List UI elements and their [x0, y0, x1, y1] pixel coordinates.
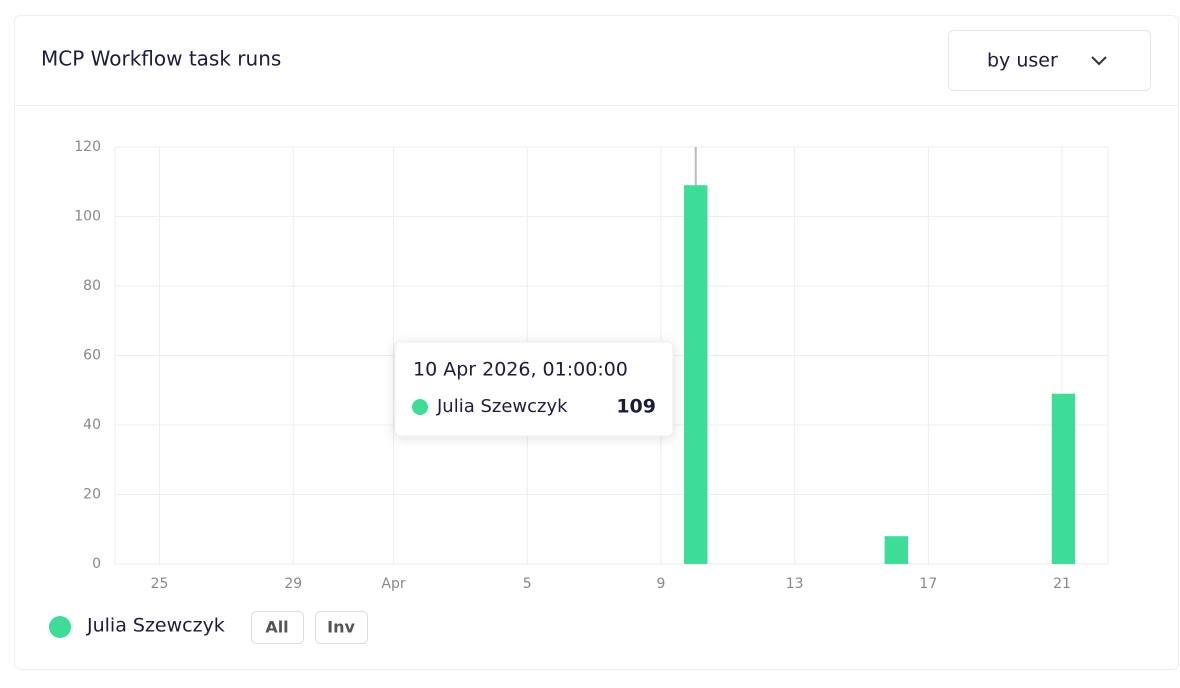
x-tick-label: 13	[786, 576, 804, 592]
x-tick-label: 29	[284, 576, 302, 592]
plot-border	[114, 146, 1109, 565]
y-tick-label: 40	[83, 417, 101, 433]
bar	[1051, 393, 1076, 564]
y-tick-label: 20	[83, 487, 101, 503]
tooltip-series: Julia Szewczyk	[436, 396, 568, 417]
legend-button[interactable]	[315, 611, 368, 644]
dropdown[interactable]: by user	[948, 30, 1151, 91]
tooltip-value: 109	[616, 396, 656, 418]
y-tick-label: 80	[83, 278, 101, 294]
legend-button-label[interactable]: Inv	[327, 618, 355, 637]
y-tick-label: 100	[74, 209, 101, 225]
x-tick-label: Apr	[381, 576, 405, 592]
card-title: MCP Workflow task runs	[41, 47, 281, 71]
dropdown-chevron[interactable]	[1091, 56, 1107, 66]
bar	[684, 185, 708, 564]
x-tick-label: 25	[151, 576, 169, 592]
bar	[884, 536, 909, 564]
x-tick-label: 9	[656, 576, 665, 592]
y-tick-label: 60	[83, 348, 101, 364]
x-tick-label: 17	[919, 576, 937, 592]
legend-button[interactable]	[251, 611, 304, 644]
legend: Julia Szewczyk All Inv	[49, 611, 368, 644]
dropdown-box[interactable]	[948, 30, 1151, 91]
legend-button-label[interactable]: All	[265, 618, 288, 637]
tooltip-dot	[412, 399, 428, 415]
tooltip-box	[394, 341, 674, 437]
legend-dot[interactable]	[49, 616, 71, 638]
legend-label[interactable]: Julia Szewczyk	[86, 615, 225, 637]
dropdown-label[interactable]: by user	[987, 50, 1058, 72]
tooltip: 10 Apr 2026, 01:00:00 Julia Szewczyk 109	[394, 341, 674, 437]
x-tick-label: 5	[523, 576, 532, 592]
x-tick-label: 21	[1053, 576, 1071, 592]
y-tick-label: 0	[92, 556, 101, 572]
tooltip-title: 10 Apr 2026, 01:00:00	[413, 359, 628, 381]
y-tick-label: 120	[74, 139, 101, 155]
